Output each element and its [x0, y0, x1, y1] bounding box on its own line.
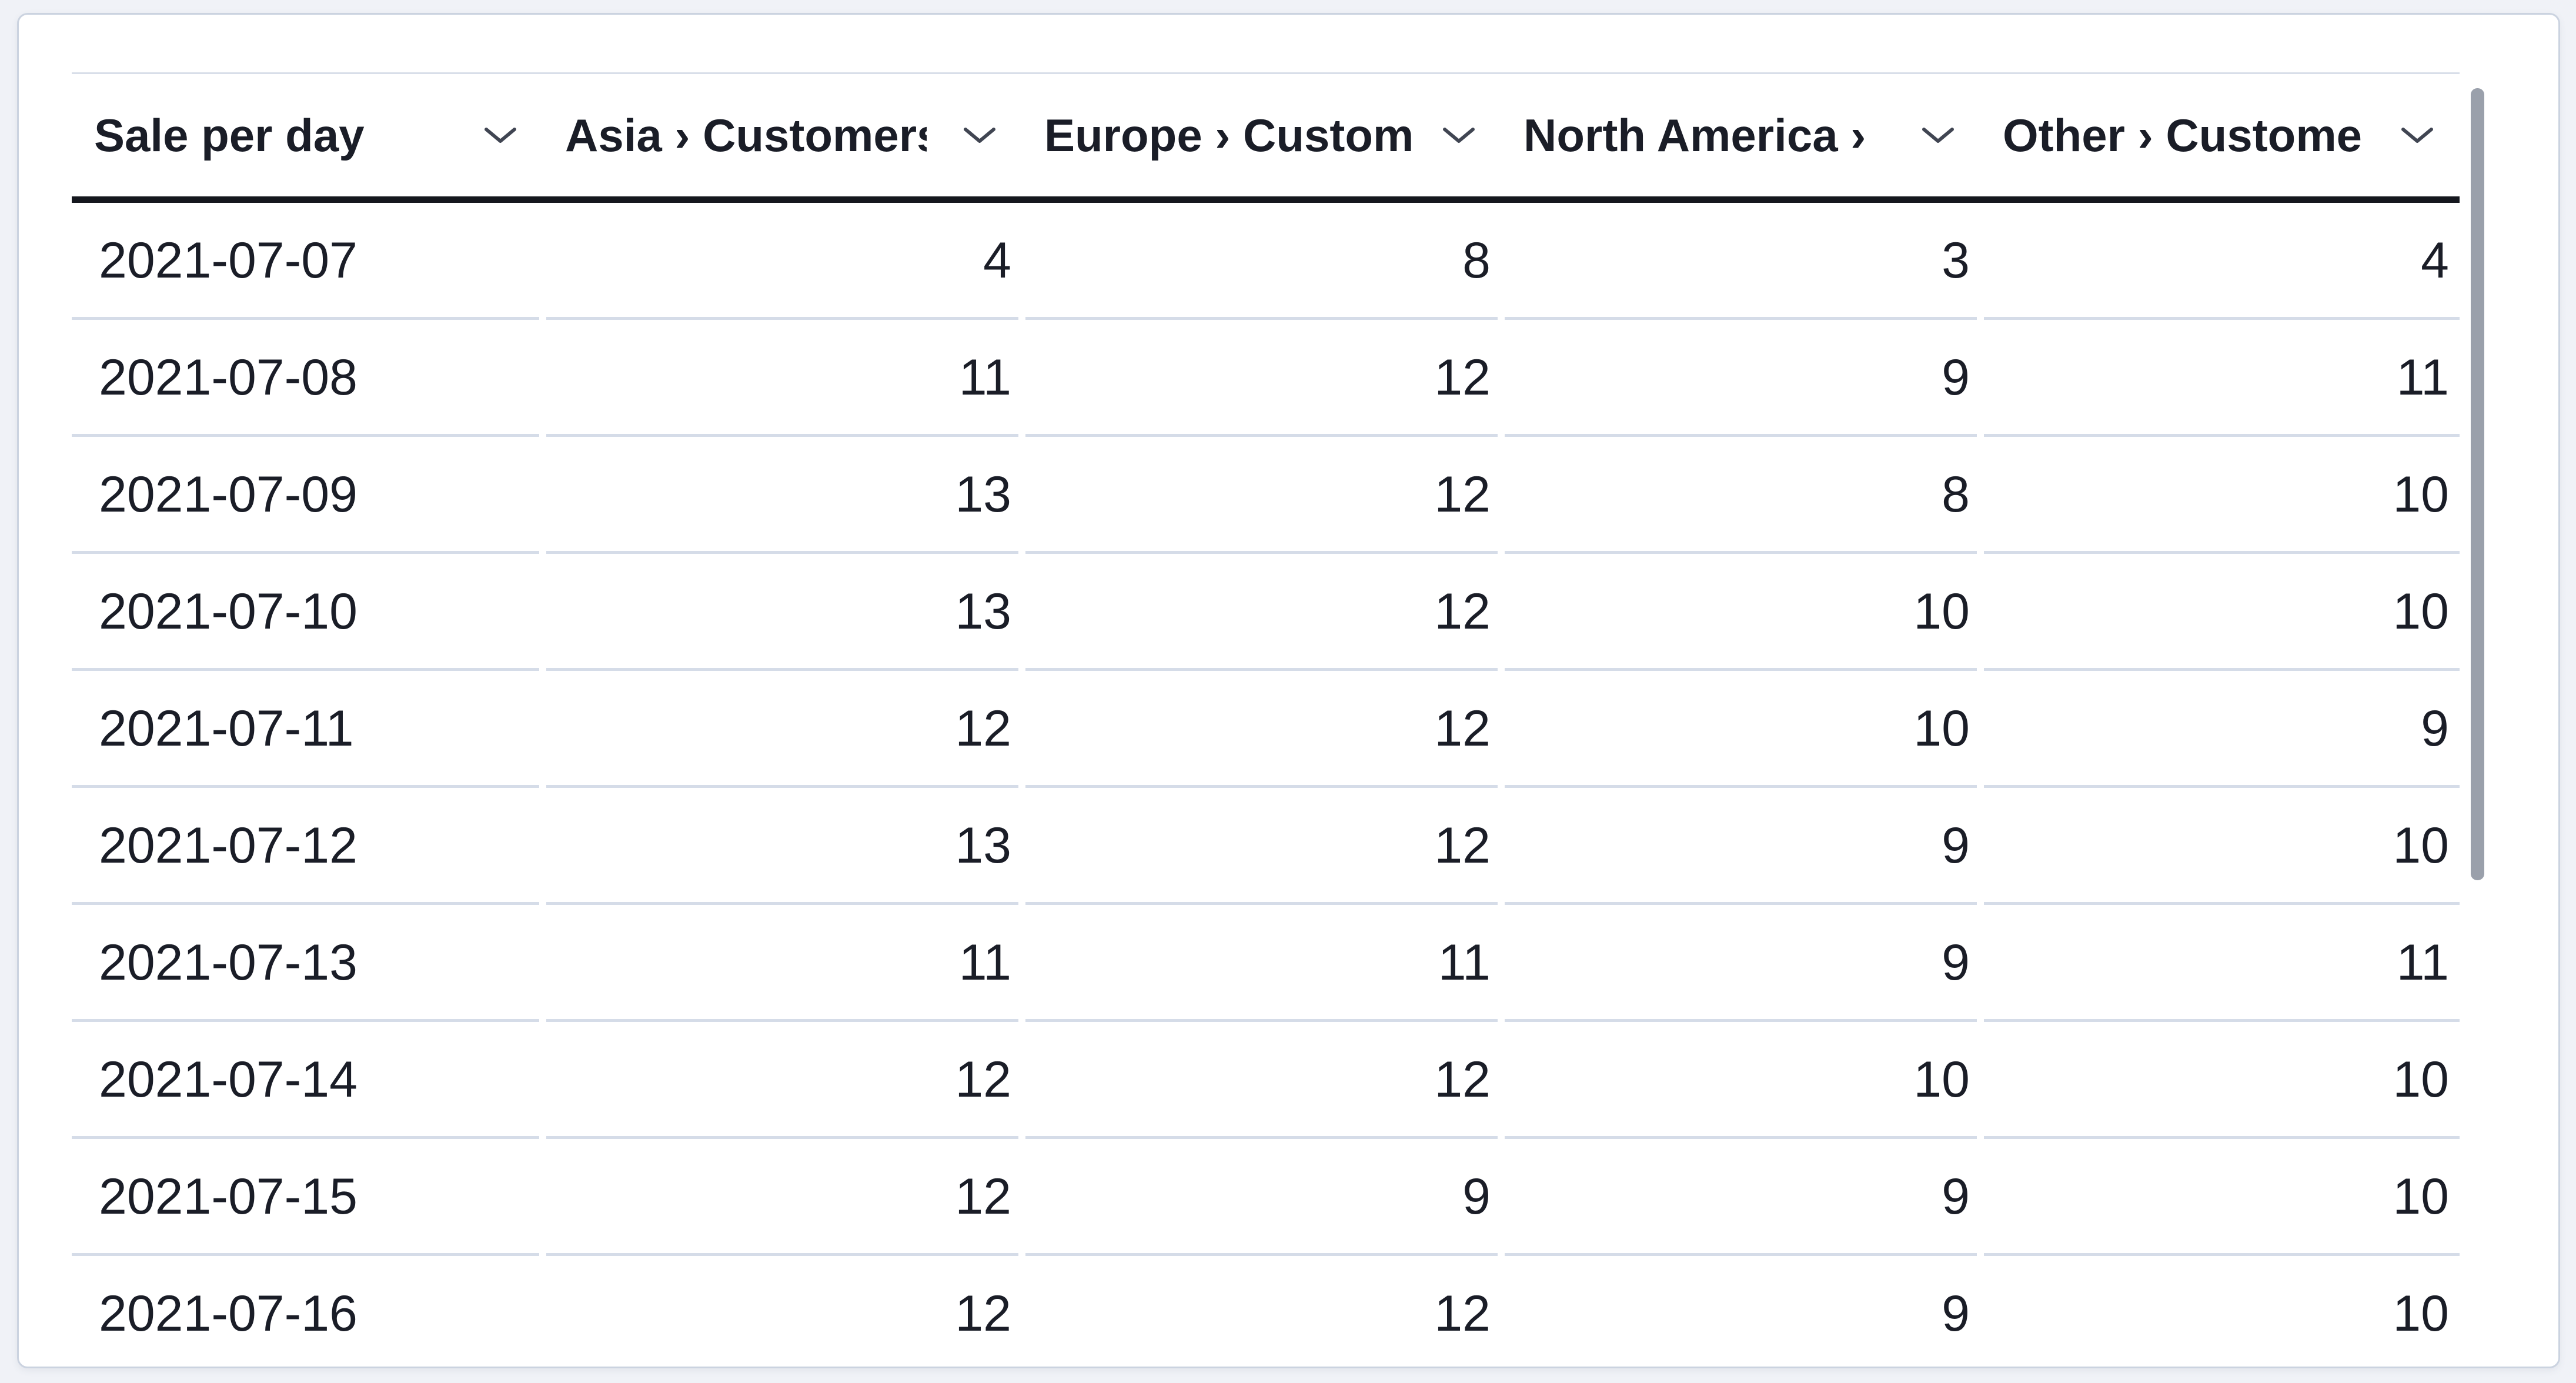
cell-value: 9 [1501, 788, 1980, 905]
cell-value: 9 [1501, 320, 1980, 437]
cell-value: 12 [1022, 1256, 1501, 1367]
cell-value: 11 [1980, 320, 2460, 437]
cell-value: 12 [1022, 671, 1501, 788]
table-row: 2021-07-07 4 8 3 4 [72, 203, 2460, 320]
cell-value: 9 [1501, 1139, 1980, 1256]
cell-date: 2021-07-16 [72, 1256, 543, 1367]
cell-value: 13 [543, 788, 1022, 905]
header-row: Sale per day Asia › Customers Europe › Cus… [72, 72, 2460, 203]
column-header-label: North America › [1523, 109, 1866, 161]
cell-value: 10 [1980, 788, 2460, 905]
cell-value: 4 [543, 203, 1022, 320]
chevron-down-icon[interactable] [483, 126, 517, 144]
cell-value: 12 [543, 1022, 1022, 1139]
cell-value: 9 [1501, 905, 1980, 1022]
cell-value: 12 [1022, 1022, 1501, 1139]
column-header-label: Europe › Custom [1044, 109, 1414, 161]
cell-value: 12 [543, 671, 1022, 788]
column-header-asia[interactable]: Asia › Customers [543, 74, 1022, 196]
table-row: 2021-07-09 13 12 8 10 [72, 437, 2460, 554]
scrollbar-thumb[interactable] [2471, 88, 2484, 880]
cell-value: 9 [1980, 671, 2460, 788]
cell-value: 10 [1980, 1139, 2460, 1256]
table-row: 2021-07-14 12 12 10 10 [72, 1022, 2460, 1139]
cell-value: 11 [1980, 905, 2460, 1022]
cell-value: 10 [1980, 554, 2460, 671]
column-header-date[interactable]: Sale per day [72, 74, 543, 196]
cell-value: 9 [1022, 1139, 1501, 1256]
cell-value: 11 [543, 320, 1022, 437]
cell-value: 10 [1980, 1022, 2460, 1139]
cell-date: 2021-07-14 [72, 1022, 543, 1139]
cell-value: 12 [1022, 437, 1501, 554]
table-row: 2021-07-11 12 12 10 9 [72, 671, 2460, 788]
cell-value: 8 [1501, 437, 1980, 554]
cell-value: 10 [1501, 1022, 1980, 1139]
cell-value: 11 [543, 905, 1022, 1022]
cell-value: 9 [1501, 1256, 1980, 1367]
table-row: 2021-07-08 11 12 9 11 [72, 320, 2460, 437]
cell-value: 12 [1022, 320, 1501, 437]
column-header-north_america[interactable]: North America › [1501, 74, 1980, 196]
cell-date: 2021-07-10 [72, 554, 543, 671]
cell-value: 10 [1980, 1256, 2460, 1367]
cell-value: 11 [1022, 905, 1501, 1022]
column-header-label: Sale per day [94, 109, 365, 161]
cell-value: 13 [543, 554, 1022, 671]
cell-date: 2021-07-12 [72, 788, 543, 905]
cell-value: 10 [1501, 554, 1980, 671]
table-row: 2021-07-10 13 12 10 10 [72, 554, 2460, 671]
cell-date: 2021-07-09 [72, 437, 543, 554]
cell-date: 2021-07-15 [72, 1139, 543, 1256]
cell-value: 12 [1022, 788, 1501, 905]
data-grid: Sale per day Asia › Customers Europe › Cus… [72, 72, 2460, 1367]
table-body: 2021-07-07 4 8 3 4 2021-07-08 11 12 9 11 2021-07-0… [72, 203, 2460, 1367]
cell-value: 12 [1022, 554, 1501, 671]
table-row: 2021-07-13 11 11 9 11 [72, 905, 2460, 1022]
data-table-panel: Sale per day Asia › Customers Europe › Cus… [17, 13, 2560, 1368]
cell-value: 12 [543, 1139, 1022, 1256]
table-row: 2021-07-15 12 9 9 10 [72, 1139, 2460, 1256]
cell-value: 13 [543, 437, 1022, 554]
cell-date: 2021-07-07 [72, 203, 543, 320]
cell-date: 2021-07-11 [72, 671, 543, 788]
cell-value: 10 [1501, 671, 1980, 788]
cell-value: 10 [1980, 437, 2460, 554]
cell-value: 4 [1980, 203, 2460, 320]
chevron-down-icon[interactable] [1921, 126, 1955, 144]
column-header-other[interactable]: Other › Custome [1980, 74, 2460, 196]
table-row: 2021-07-16 12 12 9 10 [72, 1256, 2460, 1367]
table-row: 2021-07-12 13 12 9 10 [72, 788, 2460, 905]
column-header-europe[interactable]: Europe › Custom [1022, 74, 1501, 196]
column-header-label: Other › Custome [2003, 109, 2363, 161]
cell-value: 12 [543, 1256, 1022, 1367]
column-header-label: Asia › Customers [565, 109, 927, 161]
cell-value: 8 [1022, 203, 1501, 320]
cell-date: 2021-07-13 [72, 905, 543, 1022]
chevron-down-icon[interactable] [1442, 126, 1476, 144]
chevron-down-icon[interactable] [963, 126, 997, 144]
cell-date: 2021-07-08 [72, 320, 543, 437]
chevron-down-icon[interactable] [2400, 126, 2434, 144]
cell-value: 3 [1501, 203, 1980, 320]
